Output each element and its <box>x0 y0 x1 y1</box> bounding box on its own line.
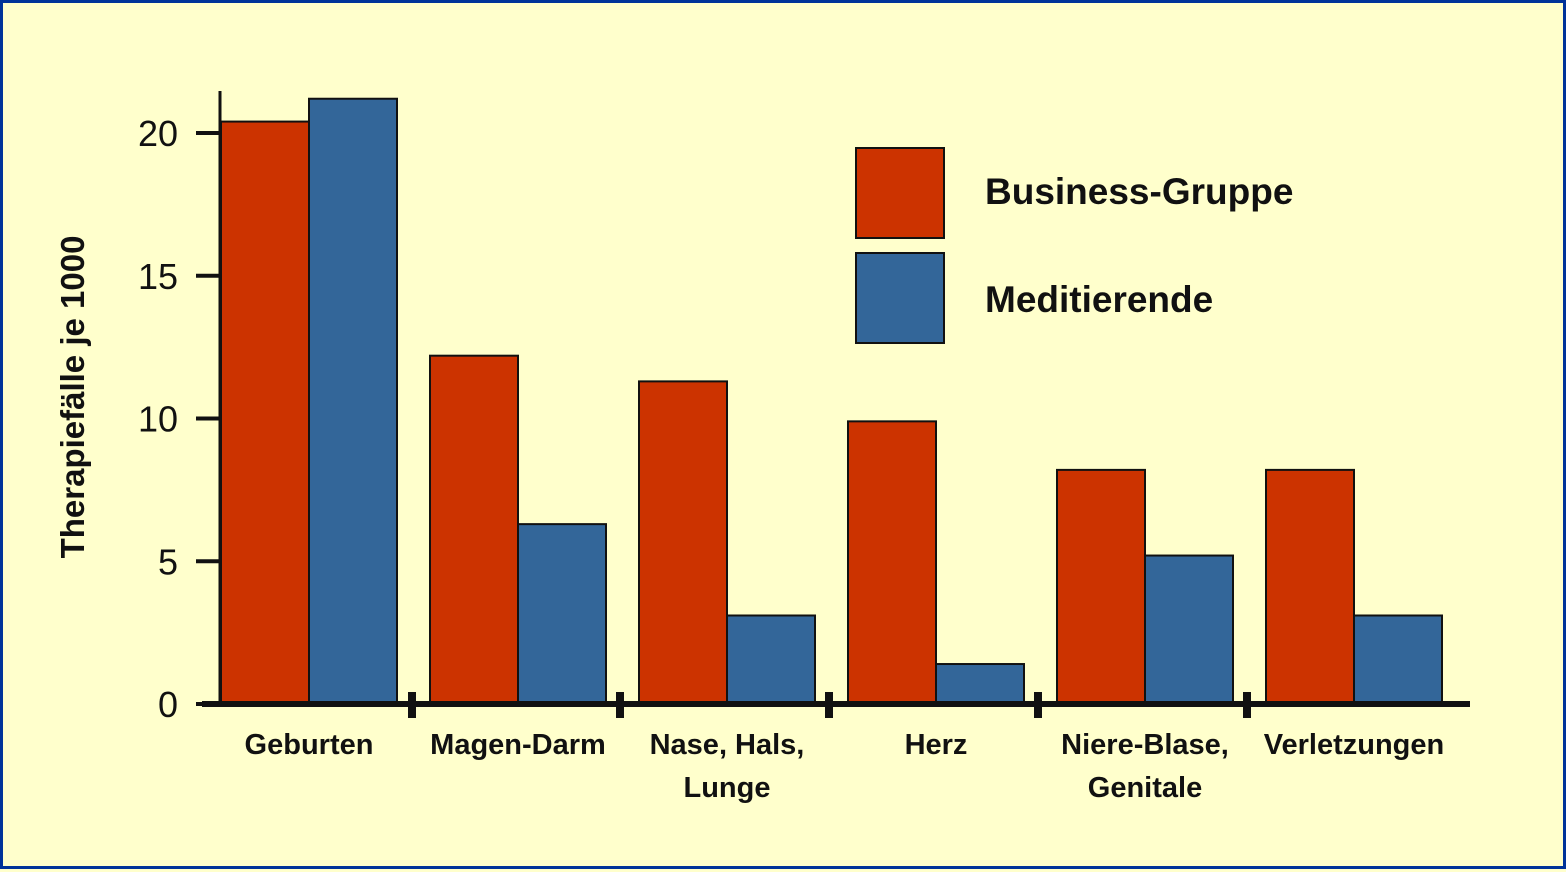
legend-swatch-business <box>855 147 945 239</box>
bar-business-2 <box>429 354 519 705</box>
bars-layer <box>220 97 1443 706</box>
y-axis-title: Therapiefälle je 1000 <box>54 236 91 559</box>
y-axis-label-layer: Therapiefälle je 1000 <box>54 236 91 559</box>
y-tick-label: 0 <box>158 684 178 725</box>
legend-swatch-meditierende <box>855 252 945 344</box>
bar-chart: Therapiefälle je 1000 0 5 10 15 20 Geburten Ma… <box>54 91 1470 804</box>
bar-business-6 <box>1265 468 1355 706</box>
x-category-label: Nase, Hals, <box>650 729 805 761</box>
labels-layer: 0 5 10 15 20 Geburten Magen-Darm Nase, Hals, Lun… <box>138 113 1444 804</box>
y-tick-label: 10 <box>138 399 178 440</box>
y-tick-label: 20 <box>138 113 178 154</box>
bar-business-4 <box>847 420 937 705</box>
legend-layer: Business-Gruppe Meditierende <box>855 147 1293 344</box>
x-category-label: Magen-Darm <box>430 729 606 761</box>
axes-layer <box>196 91 1470 718</box>
bar-meditierende-4 <box>935 663 1025 706</box>
bar-business-5 <box>1056 468 1146 706</box>
bar-meditierende-5 <box>1144 554 1234 705</box>
x-category-label: Genitale <box>1088 772 1202 804</box>
x-category-label: Niere-Blase, <box>1061 729 1229 761</box>
x-category-label: Lunge <box>684 772 771 804</box>
y-tick-label: 15 <box>138 256 178 297</box>
y-tick-label: 5 <box>158 541 178 582</box>
legend-label-business: Business-Gruppe <box>985 171 1293 212</box>
x-category-label: Verletzungen <box>1264 729 1445 761</box>
x-category-label: Geburten <box>245 729 374 761</box>
bar-meditierende-3 <box>726 614 816 705</box>
legend-label-meditierende: Meditierende <box>985 279 1213 320</box>
bar-meditierende-2 <box>517 523 607 706</box>
bar-meditierende-6 <box>1353 614 1443 705</box>
bar-meditierende-1 <box>308 97 398 706</box>
bar-business-3 <box>638 380 728 705</box>
x-category-label: Herz <box>905 729 968 761</box>
bar-business-1 <box>220 120 310 705</box>
